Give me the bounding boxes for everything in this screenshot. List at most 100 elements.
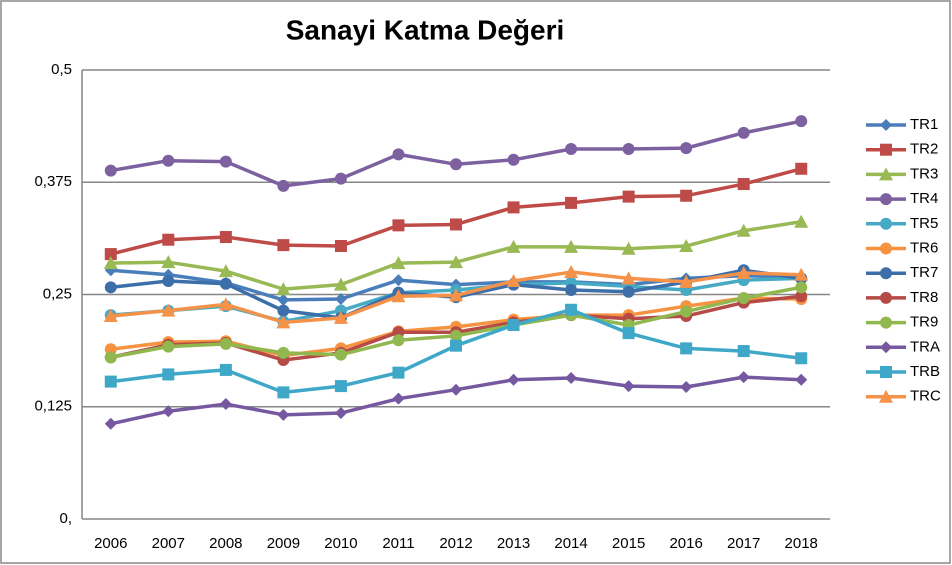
marker xyxy=(621,241,636,255)
marker xyxy=(737,345,750,358)
marker xyxy=(621,271,636,285)
y-tick-label: 0,125 xyxy=(34,398,72,415)
marker xyxy=(219,398,232,411)
x-tick-label: 2016 xyxy=(669,535,702,552)
marker xyxy=(277,408,290,421)
marker xyxy=(277,304,290,317)
x-tick-label: 2017 xyxy=(727,535,760,552)
marker xyxy=(277,179,290,192)
marker xyxy=(392,334,405,347)
marker xyxy=(449,255,463,269)
marker xyxy=(162,368,175,381)
marker xyxy=(334,240,347,253)
marker xyxy=(218,264,233,278)
marker xyxy=(392,366,405,379)
marker xyxy=(622,380,635,393)
x-tick-label: 2015 xyxy=(612,535,645,552)
marker xyxy=(565,143,578,156)
marker xyxy=(794,267,809,281)
marker xyxy=(565,303,578,316)
marker xyxy=(795,290,808,303)
marker xyxy=(565,196,578,209)
marker xyxy=(103,256,118,270)
legend-label: TRB xyxy=(910,363,940,380)
legend-marker xyxy=(880,242,892,255)
marker xyxy=(392,148,405,161)
marker xyxy=(680,342,693,355)
marker xyxy=(391,256,406,270)
marker xyxy=(737,178,750,191)
marker xyxy=(104,375,117,388)
marker xyxy=(219,231,232,244)
marker xyxy=(622,327,635,340)
legend-marker xyxy=(880,341,892,354)
legend-label: TRC xyxy=(910,388,941,405)
legend-marker xyxy=(880,193,892,206)
legend-label: TR5 xyxy=(910,215,938,232)
marker xyxy=(795,281,808,294)
marker xyxy=(392,219,405,232)
marker xyxy=(679,274,694,288)
marker xyxy=(622,190,635,203)
legend-marker xyxy=(880,119,892,131)
marker xyxy=(622,143,635,156)
marker xyxy=(218,297,233,311)
marker xyxy=(507,201,520,214)
x-tick-label: 2012 xyxy=(439,535,472,552)
marker xyxy=(565,284,578,297)
legend-label: TR7 xyxy=(910,264,938,281)
legend-label: TRA xyxy=(910,338,940,355)
marker xyxy=(162,275,175,288)
marker xyxy=(506,274,521,288)
y-tick-label: 0,375 xyxy=(34,173,72,190)
marker xyxy=(104,417,117,430)
legend-label: TR3 xyxy=(910,165,938,182)
marker xyxy=(565,372,578,385)
marker xyxy=(507,373,520,386)
legend-label: TR6 xyxy=(910,239,938,256)
legend-marker xyxy=(880,316,892,329)
marker xyxy=(680,189,693,202)
marker xyxy=(794,214,809,228)
marker xyxy=(277,346,290,359)
marker xyxy=(506,239,521,253)
legend-label: TR9 xyxy=(910,314,938,331)
marker xyxy=(564,239,579,253)
legend-marker xyxy=(880,217,892,230)
marker xyxy=(334,292,347,305)
marker xyxy=(449,288,463,302)
legend-label: TR8 xyxy=(910,289,938,306)
marker xyxy=(450,218,462,231)
legend-marker xyxy=(880,267,892,280)
marker xyxy=(736,223,751,237)
marker xyxy=(219,155,232,168)
marker xyxy=(333,310,348,324)
marker xyxy=(334,172,347,185)
marker xyxy=(162,405,175,418)
marker xyxy=(277,239,290,252)
marker xyxy=(104,248,117,261)
marker xyxy=(276,315,291,329)
marker xyxy=(507,153,520,166)
marker xyxy=(737,126,750,139)
marker xyxy=(737,371,750,384)
marker xyxy=(219,363,232,376)
x-tick-label: 2009 xyxy=(267,535,300,552)
y-tick-label: 0,25 xyxy=(43,285,72,302)
x-tick-label: 2008 xyxy=(209,535,242,552)
marker xyxy=(103,309,118,323)
marker xyxy=(507,319,520,332)
marker xyxy=(219,277,232,290)
legend-label: TR2 xyxy=(910,141,938,158)
marker xyxy=(737,292,750,305)
marker xyxy=(104,351,117,364)
marker xyxy=(162,233,175,246)
legend-label: TR1 xyxy=(910,116,938,133)
marker xyxy=(622,285,635,298)
marker xyxy=(334,348,347,361)
marker xyxy=(680,305,693,318)
marker xyxy=(450,158,462,171)
marker xyxy=(276,282,291,296)
